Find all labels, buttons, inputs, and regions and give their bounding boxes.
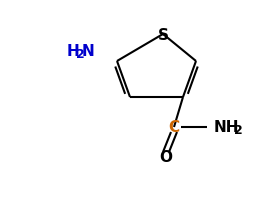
Text: O: O <box>160 150 172 165</box>
Text: NH: NH <box>214 120 239 135</box>
Text: N: N <box>82 44 95 59</box>
Text: S: S <box>158 27 168 42</box>
Text: 2: 2 <box>234 123 243 136</box>
Text: C: C <box>168 120 180 135</box>
Text: 2: 2 <box>76 47 85 60</box>
Text: H: H <box>67 44 80 59</box>
